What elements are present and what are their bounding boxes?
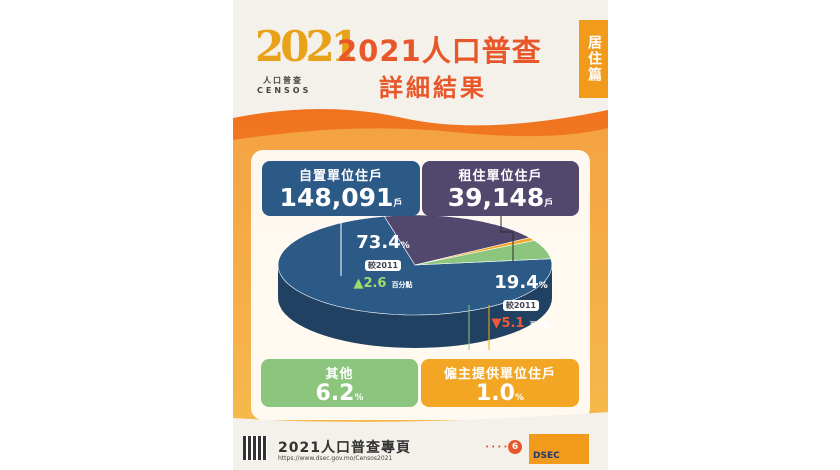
rented-households-box: 租住單位住戶 39,148戶 [422, 161, 579, 216]
rented-unit: 戶 [544, 199, 554, 209]
rented-compare-badge: 較2011 [502, 300, 540, 311]
owned-compare-badge: 較2011 [364, 260, 402, 271]
rented-change-unit: 百分點 [529, 321, 551, 329]
rented-pie-percent-sign: % [538, 281, 548, 291]
rented-change: 5.1 [501, 316, 525, 331]
page-subtitle: 詳細結果 [379, 74, 487, 102]
logo-english-text: CENSOS [257, 86, 312, 95]
pie-side-0-0 [278, 265, 552, 348]
owned-unit: 戶 [393, 199, 403, 209]
pie-slice-2 [414, 237, 535, 266]
section-tag: 居住篇 [579, 20, 608, 98]
rented-count: 39,148 [447, 183, 545, 212]
footer-link[interactable]: https://www.dsec.gov.mo/Censos2021 [278, 455, 393, 462]
owned-count: 148,091 [279, 183, 394, 212]
owned-pie-percent-sign: % [400, 241, 410, 251]
owned-pie-label: 73.4% 較2011 ▲2.6 百分點 [343, 232, 423, 291]
rented-label: 租住單位住戶 [458, 169, 543, 184]
logo-chinese-text: 人口普查 [263, 76, 303, 85]
employer-percent-sign: % [514, 393, 524, 403]
dsec-logo [529, 434, 589, 464]
other-percent-sign: % [354, 393, 364, 403]
pie-slice-3 [414, 240, 552, 266]
other-label: 其他 [325, 367, 354, 382]
page-dots: ••••• [485, 443, 516, 451]
census-logo: 2021 [255, 22, 360, 71]
owned-change: 2.6 [363, 276, 387, 291]
footer-title: 2021人口普查專頁 [278, 440, 411, 456]
pie-slice-0 [277, 215, 553, 316]
employer-percent: 1.0 [475, 381, 515, 406]
dsec-logo-text: DSEC [533, 451, 560, 461]
owned-households-box: 自置單位住戶 148,091戶 [262, 161, 420, 216]
owned-change-unit: 百分點 [391, 281, 413, 289]
employer-households-box: 僱主提供單位住戶 1.0% [421, 359, 579, 407]
down-arrow-icon: ▼ [491, 316, 502, 331]
owned-pie-percent: 73.4 [356, 232, 401, 253]
owned-label: 自置單位住戶 [298, 169, 383, 184]
qr-code-icon[interactable] [243, 436, 267, 460]
pie-chart [277, 214, 553, 350]
rented-pie-percent: 19.4 [494, 272, 539, 293]
other-percent: 6.2 [315, 381, 355, 406]
leader-line-1 [500, 216, 514, 262]
page-number: 6 [508, 440, 522, 454]
census-poster: 2021 人口普查 CENSOS 2021人口普查 詳細結果 居住篇 自置單位住… [233, 0, 608, 470]
page-title: 2021人口普查 [337, 34, 542, 68]
up-arrow-icon: ▲ [353, 276, 364, 291]
other-households-box: 其他 6.2% [261, 359, 418, 407]
employer-label: 僱主提供單位住戶 [443, 367, 556, 382]
rented-pie-label: 19.4% 較2011 ▼5.1 百分點 [481, 272, 561, 331]
